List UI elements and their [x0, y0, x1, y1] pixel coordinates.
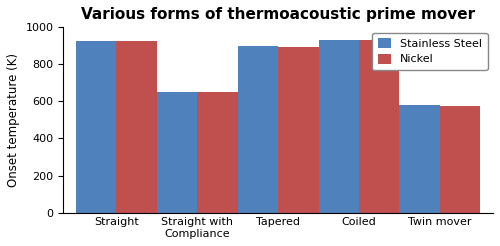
- Bar: [116, 41, 157, 213]
- Bar: [238, 46, 278, 213]
- Bar: [400, 105, 440, 213]
- Bar: [76, 41, 116, 213]
- Title: Various forms of thermoacoustic prime mover: Various forms of thermoacoustic prime mo…: [81, 7, 475, 22]
- Bar: [318, 40, 359, 213]
- Bar: [440, 106, 480, 213]
- Y-axis label: Onset temperature (K): Onset temperature (K): [7, 53, 20, 187]
- Bar: [359, 40, 400, 213]
- Bar: [198, 92, 237, 213]
- Legend: Stainless Steel, Nickel: Stainless Steel, Nickel: [372, 33, 488, 70]
- Bar: [278, 47, 318, 213]
- Bar: [157, 92, 198, 213]
